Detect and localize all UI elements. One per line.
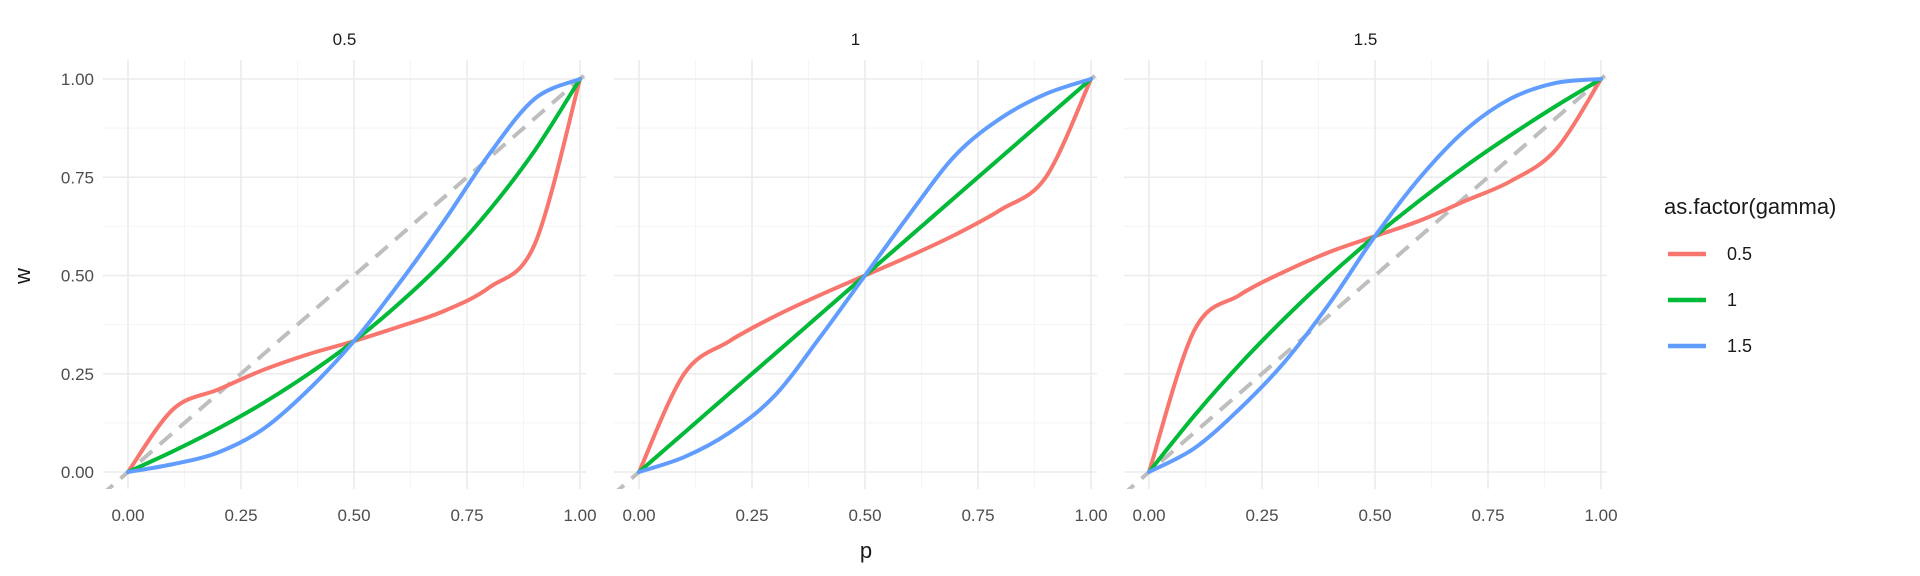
legend-title: as.factor(gamma)	[1664, 194, 1836, 219]
y-tick-label: 0.25	[61, 365, 94, 384]
x-tick-label: 1.00	[1584, 506, 1617, 525]
legend-label: 1	[1727, 290, 1737, 310]
x-tick-label: 0.25	[735, 506, 768, 525]
series-line-gamma-1.5	[1147, 77, 1603, 474]
plot-area: 0.50.00 0.25 0.50 0.75 1.000.000.250.500.751…	[61, 30, 1618, 525]
panel-title: 1.5	[1354, 30, 1378, 49]
x-tick-label: 0.75	[961, 506, 994, 525]
y-tick-label: 0.75	[61, 168, 94, 187]
x-axis-title: p	[860, 538, 872, 563]
facet-panel-2: 1 0.00 0.25 0.50 0.75 1.00	[614, 30, 1108, 525]
x-tick-label: 0.00	[622, 506, 655, 525]
legend-label: 1.5	[1727, 336, 1752, 356]
panel-title: 0.5	[333, 30, 357, 49]
facet-panel-3: 1.5 0.00 0.25 0.50 0.75 1.00	[1124, 30, 1618, 525]
x-tick-label: 1.00	[1074, 506, 1107, 525]
series-line-gamma-1.5	[126, 77, 582, 474]
identity-reference-line	[105, 71, 586, 489]
facet-panel-1: 0.5 0.00 0.25 0.50 0.75 1.00 0.00 0.25 0.50 0.75 1…	[61, 30, 597, 525]
x-tick-label: 0.25	[1245, 506, 1278, 525]
x-tick-label: 0.50	[848, 506, 881, 525]
x-tick-label: 0.25	[224, 506, 257, 525]
series-line-gamma-1.5	[637, 77, 1093, 474]
y-tick-label: 0.00	[61, 463, 94, 482]
x-tick-label: 0.75	[1471, 506, 1504, 525]
panel-title: 1	[851, 30, 860, 49]
y-tick-label: 0.50	[61, 267, 94, 286]
x-tick-label: 0.00	[1132, 506, 1165, 525]
y-axis-title: w	[10, 268, 35, 285]
series-line-gamma-0.5	[126, 77, 582, 474]
x-tick-label: 0.00	[111, 506, 144, 525]
y-tick-label: 1.00	[61, 70, 94, 89]
legend-label: 0.5	[1727, 244, 1752, 264]
x-tick-label: 0.75	[450, 506, 483, 525]
series-line-gamma-0.5	[1147, 77, 1603, 474]
x-tick-label: 0.50	[1358, 506, 1391, 525]
identity-reference-line	[1126, 71, 1607, 489]
x-tick-label: 0.50	[337, 506, 370, 525]
x-tick-label: 1.00	[563, 506, 596, 525]
legend: as.factor(gamma) 0.5 1 1.5	[1664, 194, 1836, 356]
